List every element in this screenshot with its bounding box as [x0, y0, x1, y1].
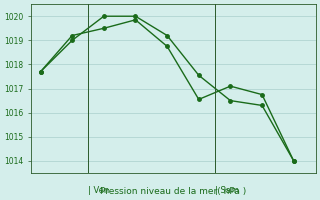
- Text: | Ven: | Ven: [88, 186, 109, 195]
- Text: | Sam: | Sam: [215, 186, 239, 195]
- X-axis label: Pression niveau de la mer( hPa ): Pression niveau de la mer( hPa ): [100, 187, 247, 196]
